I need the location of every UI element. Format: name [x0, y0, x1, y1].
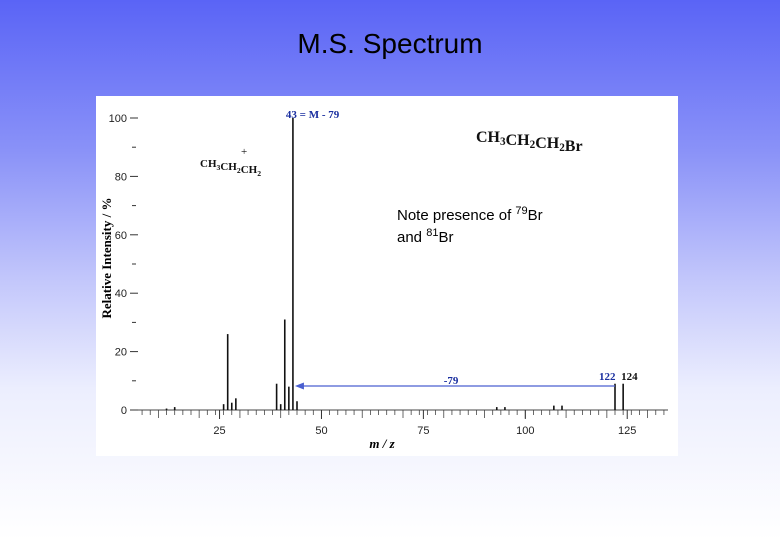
label-124: 124 — [621, 371, 638, 383]
x-tick-label: 75 — [417, 425, 429, 437]
note-line-2: and 81Br — [397, 227, 453, 246]
y-tick-label: 80 — [115, 171, 127, 183]
chart-svg: 25 50 75 100 125 0 20 40 60 80 100 m / z Relative In… — [99, 109, 668, 451]
loss-label: -79 — [444, 375, 459, 387]
x-tick-label: 125 — [618, 425, 636, 437]
axes: 25 50 75 100 125 0 20 40 60 80 100 m / z Relative In… — [99, 113, 668, 451]
base-peak-label: 43 = M - 79 — [286, 109, 340, 121]
x-tick-label: 100 — [516, 425, 534, 437]
peaks — [165, 118, 624, 410]
compound-formula: CH3CH2CH2Br — [476, 129, 583, 155]
y-tick-label: 100 — [109, 113, 127, 125]
y-tick-label: 40 — [115, 288, 127, 300]
fragment-charge: + — [241, 146, 247, 158]
slide-title: M.S. Spectrum — [297, 28, 483, 59]
y-axis-label: Relative Intensity / % — [99, 198, 114, 319]
loss-arrowhead — [294, 382, 304, 390]
label-122: 122 — [599, 371, 616, 383]
fragment-formula: CH3CH2CH2 — [200, 158, 261, 178]
x-axis-label: m / z — [369, 436, 395, 451]
y-tick-label: 60 — [115, 230, 127, 242]
y-tick-label: 20 — [115, 347, 127, 359]
note-line-1: Note presence of 79Br — [397, 205, 543, 224]
x-tick-label: 25 — [213, 425, 225, 437]
y-tick-label: 0 — [121, 405, 127, 417]
x-tick-label: 50 — [315, 425, 327, 437]
annotations: 43 = M - 79 CH3CH2CH2+ CH3CH2CH2Br Note pre… — [200, 109, 638, 390]
mass-spectrum-chart: 25 50 75 100 125 0 20 40 60 80 100 m / z Relative In… — [96, 96, 678, 456]
